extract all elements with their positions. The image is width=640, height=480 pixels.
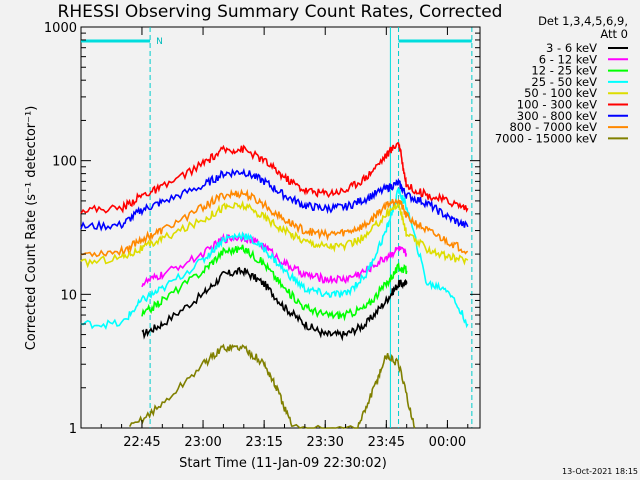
attenuator-label: Att 0 [600, 27, 628, 41]
legend-label: 6 - 12 keV [539, 52, 597, 66]
series-line-4 [80, 187, 469, 330]
x-tick-label: 00:00 [429, 435, 466, 450]
x-tick-label: 22:45 [123, 435, 160, 450]
series-line-9 [128, 343, 416, 429]
series-line-7 [80, 167, 469, 232]
series-line-6 [80, 141, 469, 215]
x-tick-label: 23:00 [184, 435, 221, 450]
x-tick-label: 23:30 [306, 435, 343, 450]
flag-label: N [156, 37, 163, 47]
night-flags: N [81, 27, 473, 428]
detector-header: Det 1,3,4,5,6,9, [538, 14, 628, 28]
y-axis-label: Corrected Count Rate (s⁻¹ detector⁻¹) [24, 106, 39, 351]
legend-label: 3 - 6 keV [546, 41, 597, 55]
footer-date: 13-Oct-2021 18:15 [562, 467, 638, 476]
series-lines [80, 141, 469, 429]
y-tick-label: 1 [69, 422, 77, 437]
legend-label: 100 - 300 keV [517, 98, 597, 112]
x-tick-label: 23:15 [245, 435, 282, 450]
series-line-3 [141, 244, 408, 322]
series-line-2 [141, 232, 407, 288]
legend-label: 50 - 100 keV [524, 86, 597, 100]
legend-label: 300 - 800 keV [517, 109, 597, 123]
series-line-1 [141, 266, 408, 342]
x-axis-label: Start Time (11-Jan-09 22:30:02) [179, 456, 387, 471]
series-line-5 [80, 199, 469, 269]
y-tick-label: 1000 [44, 21, 77, 36]
legend-label: 7000 - 15000 keV [495, 131, 597, 145]
legend-label: 12 - 25 keV [531, 64, 597, 78]
axis-ticks: 22:45 23:00 23:15 23:30 23:45 00:00 1 10 100 1000 [44, 21, 480, 450]
chart-title: RHESSI Observing Summary Count Rates, Co… [58, 2, 503, 22]
legend-label: 800 - 7000 keV [509, 120, 597, 134]
x-tick-label: 23:45 [368, 435, 405, 450]
series-line-8 [80, 188, 469, 258]
legend-label: 25 - 50 keV [531, 75, 597, 89]
y-tick-label: 100 [52, 155, 77, 170]
y-tick-label: 10 [60, 288, 77, 303]
